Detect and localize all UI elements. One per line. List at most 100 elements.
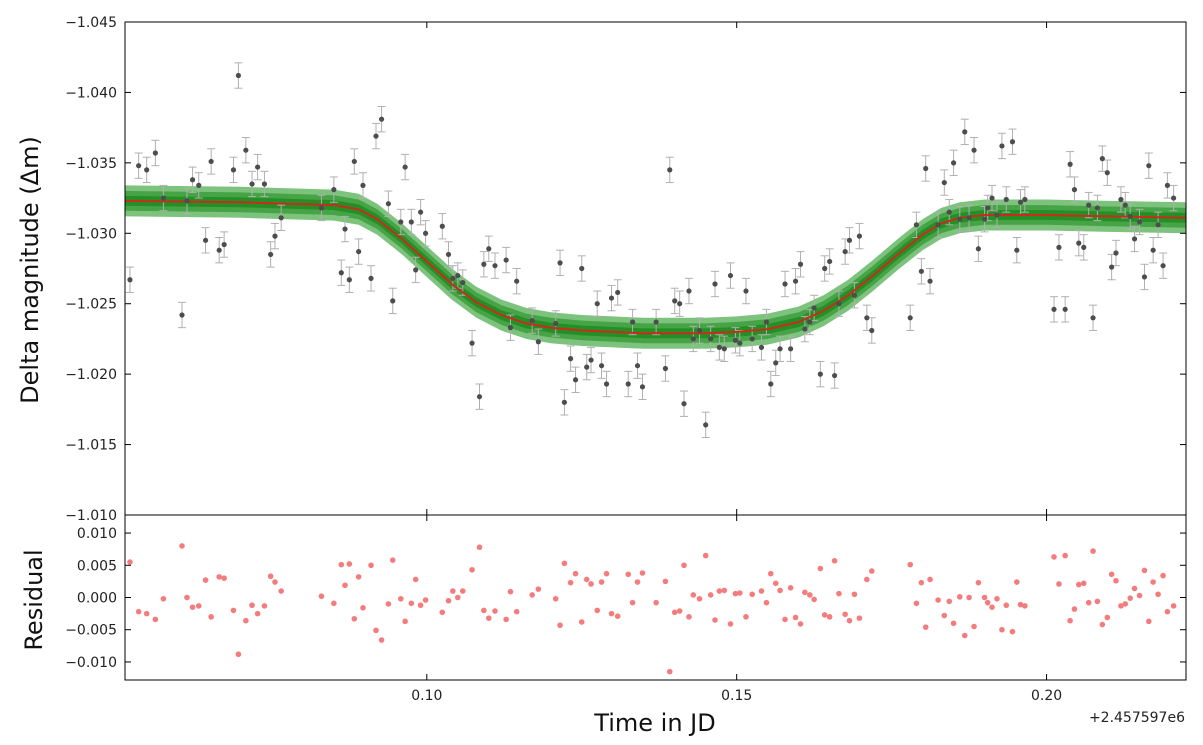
residual-point [476,544,483,551]
residual-frame [124,514,1187,681]
residual-point [696,595,703,602]
residual-point [1170,603,1177,609]
y-tick-label-top: −1.015 [65,438,117,454]
data-point [136,163,142,169]
data-point [249,181,255,187]
data-point [360,182,366,188]
data-point [598,363,605,369]
residual-point [864,576,870,583]
residual-point [143,610,150,617]
residual-point [1131,585,1138,592]
data-point [696,327,703,334]
data-point [486,246,492,252]
data-point [629,319,636,325]
residual-point [445,597,452,604]
residual-point [831,557,838,564]
residual-point [127,559,133,565]
residual-point [1003,602,1010,609]
data-point [703,422,709,428]
residual-point [135,608,142,615]
residual-point [598,579,605,585]
data-point [749,336,755,342]
residual-point [1127,595,1134,601]
data-point [639,384,646,390]
data-point [1014,247,1020,253]
residual-panel: 0.010 0.005 0.000 −0.005 −0.010 0.10 0.15 0.20 [65,514,1187,704]
data-point [553,320,559,327]
data-point [913,222,920,228]
residual-point [836,590,842,597]
data-point [1009,139,1016,145]
residual-point [777,587,783,594]
residual-point [763,599,770,606]
residual-point [1090,548,1096,554]
residual-point [557,622,563,629]
data-point [712,281,718,287]
residual-point [846,617,853,624]
residual-point [1067,617,1073,624]
residual-point [235,651,242,658]
residual-point [492,608,498,614]
data-point [221,241,227,248]
data-point [802,326,808,332]
residual-point [385,601,392,607]
residual-point [727,621,734,627]
data-point [1171,195,1177,201]
residual-point [758,588,765,594]
data-point [208,158,214,165]
residual-point [999,626,1005,633]
data-point [811,305,817,311]
residual-point [946,598,953,605]
y-axis-title-bottom: Residual [20,549,48,650]
residual-point [507,588,514,595]
residual-point [851,591,858,598]
residual-point [485,615,492,621]
data-point [1017,199,1024,205]
residual-point [702,552,709,559]
data-point [216,247,222,253]
data-point [255,164,261,170]
data-point [763,319,770,325]
residual-point [907,561,914,568]
data-point [856,233,862,239]
residual-point [1108,571,1115,578]
x-tick-label: 0.20 [1031,688,1062,704]
residual-point [981,594,988,601]
data-point [773,360,779,366]
residual-point [984,599,991,606]
data-point [836,301,842,307]
residual-point [450,588,456,594]
data-point [946,209,952,215]
data-point [272,233,278,239]
residual-point [202,577,209,583]
data-point [1071,187,1078,193]
y-tick-label-top: −1.025 [65,297,117,313]
data-point [127,277,133,283]
data-point [792,278,799,284]
data-point [450,275,456,281]
residual-point [1141,567,1148,574]
data-point [732,337,739,343]
data-point [572,377,579,383]
data-point [196,182,202,188]
residual-point [1062,552,1068,559]
data-point [338,270,344,276]
x-axis-title: Time in JD [593,709,715,737]
residual-point [690,592,697,598]
residual-point [1146,618,1152,625]
data-point [418,209,424,215]
data-point [827,258,833,265]
confidence-band-3 [125,196,1186,339]
residual-point [389,557,396,563]
residual-point [459,588,466,594]
residual-point [195,603,202,609]
residual-point [662,578,669,585]
data-point [261,181,268,187]
residual-point [842,611,848,618]
data-point [445,251,452,258]
residual-point [797,621,804,627]
data-point [634,363,641,369]
x-tick-label: 0.15 [721,688,752,704]
residual-point [567,579,574,586]
data-point [788,346,794,352]
